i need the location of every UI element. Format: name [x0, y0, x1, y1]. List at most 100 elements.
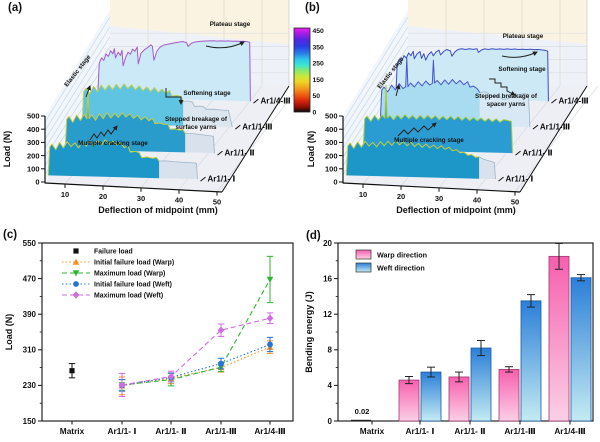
legend-c: Failure load Initial failure load (Warp) M…: [62, 248, 174, 300]
y-tick-label: 230: [23, 381, 37, 390]
series-label: Ar1/1-Ⅲ: [242, 123, 272, 132]
series-label: Ar1/4-Ⅲ: [558, 97, 588, 106]
x-tick-label: 30: [137, 194, 145, 203]
y-tick-label: 400: [27, 125, 40, 134]
annotation-text: Plateau stage: [210, 21, 251, 28]
annotation-arrow: [165, 88, 184, 105]
legend-label: Initial failure load (Warp): [94, 260, 174, 267]
x-category-label: Ar1/1- Ⅱ: [155, 426, 186, 436]
x-tick-label: 20: [99, 192, 107, 201]
x-tick-label: 30: [435, 194, 443, 203]
y-axis-title: Load (N): [2, 131, 12, 168]
legend-label: Maximum load (Warp): [94, 271, 165, 278]
x-category-label: Matrix: [60, 426, 85, 436]
annotation-arrow: [395, 84, 401, 97]
series-area-Ar1/1-Ⅱ: [362, 84, 513, 154]
y-tick-label: 300: [27, 138, 40, 147]
matrix-value-label: 0.02: [355, 407, 370, 416]
x-category-label: Ar1/1-Ⅲ: [504, 426, 536, 436]
x-tick-label: 40: [473, 196, 481, 205]
colorbar-tick-label: 350: [313, 44, 325, 51]
y-tick-label: 500: [27, 112, 40, 121]
series-area-Ar1/1-Ⅲ: [379, 57, 531, 128]
colorbar-tick-label: 250: [313, 61, 325, 68]
annotation-arrow: [89, 125, 118, 141]
y-tick-label: 200: [325, 151, 338, 160]
colorbar-tick-label: 450: [313, 28, 325, 35]
annotation-text: Plateau stage: [503, 33, 544, 40]
x-axis-title: Deflection of midpoint (mm): [98, 205, 218, 215]
legend-label: Warp direction: [377, 250, 427, 259]
x-category-label: Ar1/4-Ⅲ: [554, 426, 586, 436]
y-tick-label: 150: [23, 417, 37, 426]
annotation-arrow: [501, 51, 538, 58]
y-tick-label: 500: [325, 112, 338, 121]
annotation-text: surface yarns: [176, 124, 217, 131]
annotation-text: spacer yarns: [487, 101, 526, 108]
plot-frame: [41, 242, 294, 422]
x-tick-label: 50: [213, 198, 221, 207]
x-tick-label: 20: [397, 192, 405, 201]
annotation-text: Multiple cracking stage: [394, 137, 464, 144]
bars-weft: [420, 274, 592, 422]
x-tick-label: 40: [175, 196, 183, 205]
series-diamond: [118, 312, 274, 398]
y-tick-label: 12: [323, 310, 332, 319]
y-tick-label: 310: [23, 346, 37, 355]
colorbar-tick-label: 150: [313, 77, 325, 84]
series-label: Ar1/1- Ⅱ: [523, 149, 553, 158]
x-tick-label: 10: [61, 190, 69, 199]
annotation-arrow: [397, 122, 437, 137]
y-tick-label: 390: [23, 310, 37, 319]
legend-label: Weft direction: [377, 263, 425, 272]
y-tick-label: 0: [333, 178, 337, 187]
y-tick-label: 20: [323, 239, 332, 248]
annotation-text: Multiple cracking stage: [78, 140, 148, 147]
y-axis-title: Load (N): [306, 131, 316, 168]
panel-c-plot: 150 230 310 390 470 550 Matrix Ar1/1- Ⅰ Ar1/1- Ⅱ…: [4, 239, 294, 436]
colorbar: [293, 27, 311, 113]
annotation-text: Stepped breakage of: [475, 93, 538, 100]
x-category-label: Ar1/1- Ⅰ: [406, 426, 435, 436]
x-tick-label: 50: [511, 198, 519, 207]
y-tick-label: 100: [27, 165, 40, 174]
x-category-label: Ar1/1- Ⅰ: [108, 426, 137, 436]
series-label: Ar1/1- Ⅱ: [225, 149, 255, 158]
load-scatter-chart-c: 150 230 310 390 470 550 Matrix Ar1/1- Ⅰ Ar1/1- Ⅱ…: [4, 239, 294, 436]
y-tick-label: 0: [35, 178, 39, 187]
annotation-text: Softening stage: [183, 90, 231, 97]
series-square: [68, 363, 76, 379]
y-axis-title: Load (N): [4, 314, 14, 351]
series-area-Ar1/1-Ⅰ: [345, 140, 496, 180]
colorbar-tick-label: 50: [313, 93, 321, 100]
y-tick-label: 0: [328, 417, 333, 426]
y-tick-label: 550: [23, 239, 37, 248]
series-area-Ar1/1-Ⅰ: [47, 139, 198, 180]
y-tick-label: 400: [325, 125, 338, 134]
y-tick-label: 4: [328, 381, 333, 390]
y-tick-label: 8: [328, 346, 333, 355]
y-tick-label: 300: [325, 138, 338, 147]
y-tick-label: 16: [323, 274, 332, 283]
series-label: Ar1/1- Ⅰ: [506, 175, 534, 184]
x-axis-title: Deflection of midpoint (mm): [396, 205, 516, 215]
annotation-text: Stepped breakage of: [165, 116, 228, 123]
x-category-label: Ar1/4-Ⅲ: [254, 426, 286, 436]
colorbar-tick-label: 0: [313, 110, 317, 117]
legend-label: Maximum load (Weft): [94, 293, 163, 300]
annotation-text: Softening stage: [498, 66, 546, 73]
legend-d: Warp direction Weft direction: [355, 249, 427, 273]
annotation-arrow: [85, 85, 91, 98]
x-category-label: Matrix: [360, 426, 385, 436]
bending-energy-bar-chart-d: 0 4 8 12 16 20 Matrix Ar1/1- Ⅰ Ar1/1- Ⅱ Ar1/1-Ⅲ Ar…: [304, 239, 594, 436]
x-tick-label: 10: [359, 190, 367, 199]
y-axis-title: Bending energy (J): [304, 291, 314, 373]
y-tick-label: 200: [27, 151, 40, 160]
annotation-arrow: [205, 41, 245, 49]
series-label: Ar1/4-Ⅲ: [260, 97, 290, 106]
series-label: Ar1/1-Ⅲ: [540, 123, 570, 132]
